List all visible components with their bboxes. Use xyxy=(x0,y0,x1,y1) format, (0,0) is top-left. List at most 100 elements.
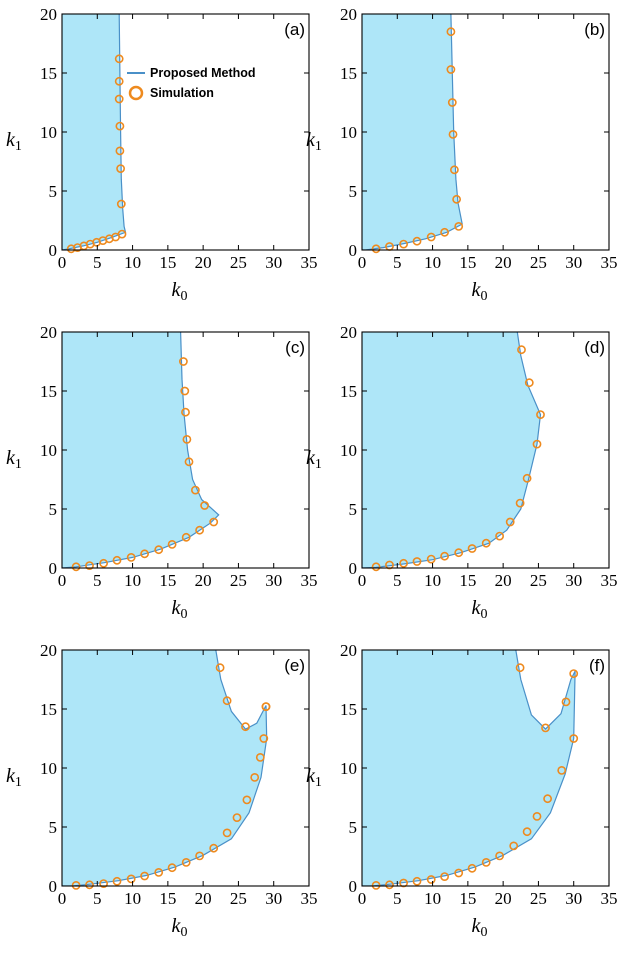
simulation-point xyxy=(85,561,94,570)
y-tick-label: 20 xyxy=(340,323,357,342)
y-axis-label: k1 xyxy=(6,129,22,154)
simulation-point xyxy=(426,875,436,884)
simulation-point xyxy=(222,828,232,838)
simulation-point xyxy=(532,439,542,449)
simulation-point xyxy=(126,874,136,884)
panel-c: 0 5 10 15 20 25 30 35 0 5 10 15 20 k0 k1 (c) xyxy=(6,323,318,622)
x-tick-label: 15 xyxy=(459,253,476,272)
simulation-point xyxy=(371,881,381,890)
x-tick-label: 35 xyxy=(601,253,618,272)
y-tick-label: 0 xyxy=(349,241,358,260)
legend-marker-swatch xyxy=(128,85,144,101)
simulation-point xyxy=(569,734,579,743)
simulation-point xyxy=(154,545,164,555)
proposed-method-line xyxy=(62,650,268,886)
y-tick-label: 10 xyxy=(340,759,357,778)
y-tick-label: 5 xyxy=(49,500,58,519)
simulation-point xyxy=(448,129,458,139)
y-tick-label: 10 xyxy=(40,441,57,460)
simulation-point xyxy=(200,501,209,510)
simulation-point xyxy=(399,878,408,888)
simulation-point xyxy=(532,812,542,821)
x-tick-label: 10 xyxy=(424,571,441,590)
simulation-point xyxy=(115,121,125,131)
x-axis-label: k0 xyxy=(472,597,488,622)
stable-region-fill xyxy=(362,14,463,250)
simulation-point xyxy=(232,813,242,822)
y-tick-label: 0 xyxy=(349,559,358,578)
x-tick-label: 0 xyxy=(58,889,67,908)
simulation-point xyxy=(449,165,459,175)
simulation-point xyxy=(71,562,81,572)
simulation-point xyxy=(116,164,125,173)
simulation-point xyxy=(412,557,422,566)
x-tick-label: 0 xyxy=(58,571,67,590)
x-tick-label: 25 xyxy=(530,571,547,590)
y-axis-label: k1 xyxy=(306,129,322,154)
simulation-point xyxy=(215,663,225,673)
x-tick-label: 5 xyxy=(93,889,102,908)
stable-region-fill xyxy=(362,332,541,568)
y-tick-label: 10 xyxy=(340,441,357,460)
legend-line-label: Proposed Method xyxy=(150,66,256,80)
simulation-point xyxy=(452,194,461,204)
simulation-point xyxy=(241,722,250,732)
simulation-point xyxy=(412,236,422,246)
simulation-point xyxy=(541,723,550,733)
x-tick-label: 15 xyxy=(459,571,476,590)
panel-b: 0 5 10 15 20 25 30 35 0 5 10 15 20 k0 k1 (b) xyxy=(306,5,618,304)
x-tick-label: 20 xyxy=(495,253,512,272)
simulation-point xyxy=(117,229,127,239)
stable-region-fill xyxy=(62,332,219,568)
simulation-point xyxy=(481,858,491,867)
x-axis-label: k0 xyxy=(172,279,188,304)
simulation-point xyxy=(467,863,477,873)
simulation-point xyxy=(454,548,464,558)
legend: Proposed Method Simulation xyxy=(127,66,256,101)
simulation-point xyxy=(154,868,164,877)
x-tick-label: 10 xyxy=(124,889,141,908)
y-tick-label: 20 xyxy=(40,5,57,24)
x-axis-label: k0 xyxy=(472,279,488,304)
y-tick-label: 0 xyxy=(49,559,58,578)
simulation-point xyxy=(426,232,436,242)
legend-marker-label: Simulation xyxy=(150,86,214,100)
simulation-point xyxy=(426,554,436,564)
simulation-point xyxy=(181,532,191,542)
y-axis-label: k1 xyxy=(306,447,322,472)
simulation-point xyxy=(140,549,149,559)
panel-d: 0 5 10 15 20 25 30 35 0 5 10 15 20 k0 k1 (d) xyxy=(306,323,618,622)
x-tick-label: 35 xyxy=(601,571,618,590)
simulation-point xyxy=(71,881,81,890)
x-tick-label: 15 xyxy=(159,889,176,908)
y-tick-label: 20 xyxy=(340,5,357,24)
simulation-point xyxy=(505,517,515,527)
simulation-point xyxy=(446,27,456,37)
y-tick-label: 20 xyxy=(40,641,57,660)
x-tick-label: 5 xyxy=(93,253,102,272)
simulation-point xyxy=(385,560,394,570)
simulation-point xyxy=(515,498,525,508)
simulation-point xyxy=(114,54,124,64)
x-tick-label: 30 xyxy=(265,889,282,908)
y-tick-label: 0 xyxy=(49,241,58,260)
x-tick-label: 0 xyxy=(358,253,367,272)
y-tick-label: 15 xyxy=(40,64,57,83)
simulation-point xyxy=(522,827,532,837)
simulation-point xyxy=(261,702,271,711)
simulation-point xyxy=(524,378,534,388)
panel-label: (f) xyxy=(589,656,605,675)
simulation-point xyxy=(126,553,136,562)
y-axis-label: k1 xyxy=(6,447,22,472)
simulation-point xyxy=(371,244,381,254)
panel-label: (a) xyxy=(284,20,305,39)
x-tick-label: 10 xyxy=(124,253,141,272)
y-tick-label: 15 xyxy=(40,700,57,719)
x-tick-label: 35 xyxy=(301,889,318,908)
y-tick-label: 5 xyxy=(349,182,358,201)
simulation-point xyxy=(509,841,519,851)
y-tick-label: 15 xyxy=(340,700,357,719)
x-tick-label: 0 xyxy=(58,253,67,272)
simulation-point xyxy=(481,538,491,548)
x-tick-label: 30 xyxy=(265,571,282,590)
